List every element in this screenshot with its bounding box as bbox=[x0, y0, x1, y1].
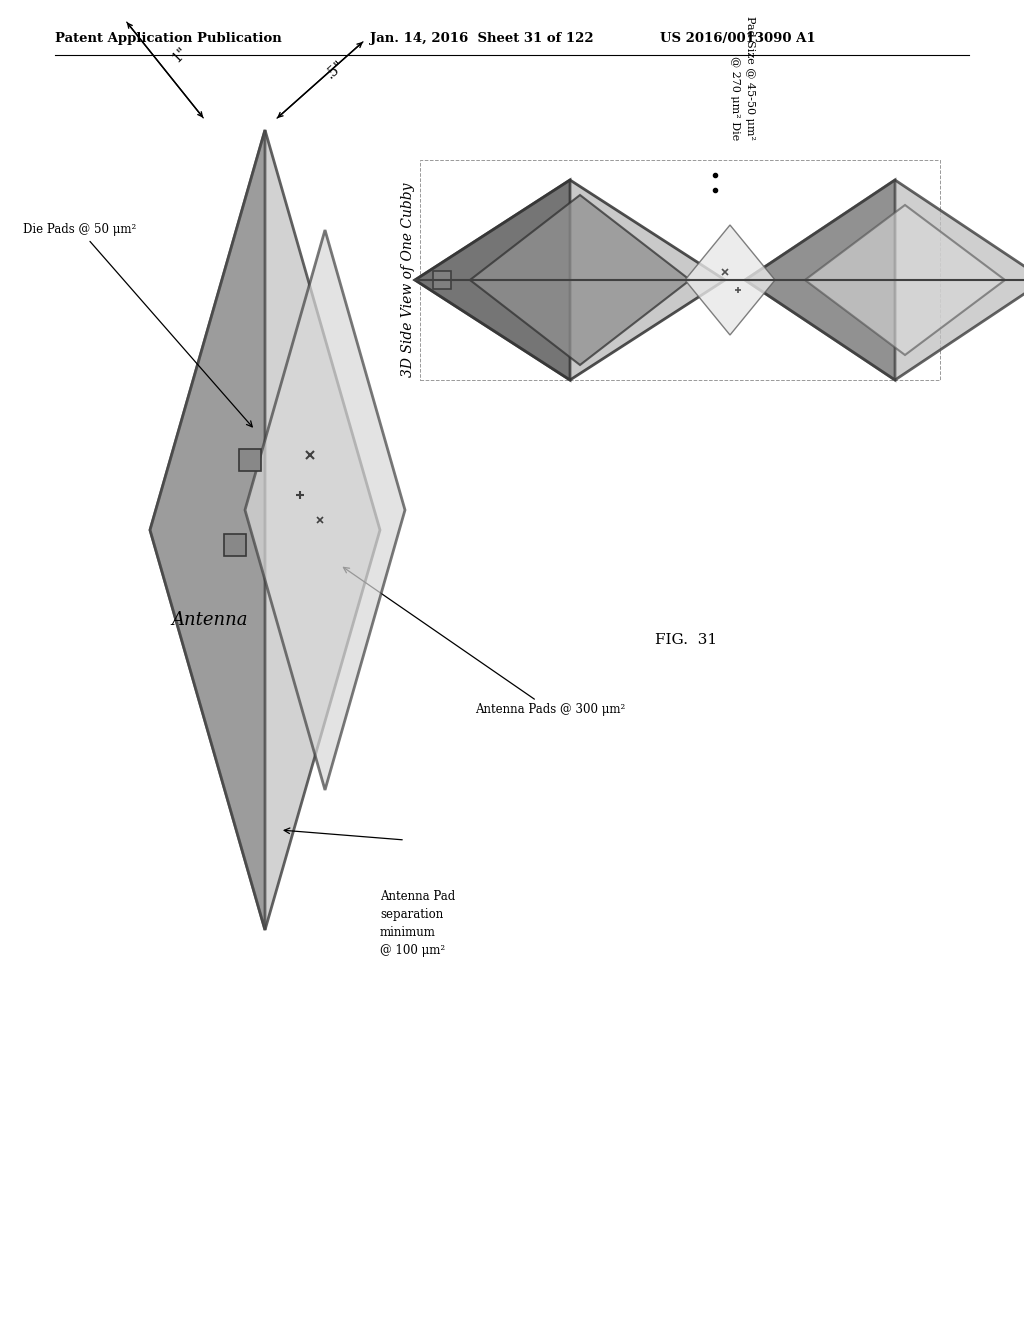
Text: US 2016/0013090 A1: US 2016/0013090 A1 bbox=[660, 32, 816, 45]
Bar bbox=[224, 535, 246, 556]
Polygon shape bbox=[150, 129, 380, 931]
Polygon shape bbox=[745, 180, 1024, 380]
Text: Die Pads @ 50 μm²: Die Pads @ 50 μm² bbox=[24, 223, 252, 426]
Text: FIG.  31: FIG. 31 bbox=[655, 634, 717, 647]
Text: Patent Application Publication: Patent Application Publication bbox=[55, 32, 282, 45]
Text: .5": .5" bbox=[324, 58, 347, 82]
Text: Antenna Pads @ 300 μm²: Antenna Pads @ 300 μm² bbox=[343, 568, 626, 717]
Text: Antenna: Antenna bbox=[172, 611, 248, 630]
Polygon shape bbox=[245, 230, 406, 789]
Text: 3D Side View of One Cubby: 3D Side View of One Cubby bbox=[401, 182, 415, 378]
Text: 1": 1" bbox=[170, 45, 190, 66]
Polygon shape bbox=[685, 224, 775, 335]
Polygon shape bbox=[415, 180, 570, 380]
Polygon shape bbox=[745, 180, 895, 380]
Bar bbox=[239, 449, 261, 471]
Polygon shape bbox=[470, 195, 690, 366]
Polygon shape bbox=[150, 129, 265, 931]
Polygon shape bbox=[415, 180, 725, 380]
Bar bbox=[433, 271, 451, 289]
Text: @ 270 μm² Die: @ 270 μm² Die bbox=[730, 55, 740, 140]
Text: Antenna Pad
separation
minimum
@ 100 μm²: Antenna Pad separation minimum @ 100 μm² bbox=[380, 890, 456, 957]
Polygon shape bbox=[805, 205, 1005, 355]
Text: Jan. 14, 2016  Sheet 31 of 122: Jan. 14, 2016 Sheet 31 of 122 bbox=[370, 32, 594, 45]
Text: Pad Size @ 45-50 μm²: Pad Size @ 45-50 μm² bbox=[745, 16, 755, 140]
